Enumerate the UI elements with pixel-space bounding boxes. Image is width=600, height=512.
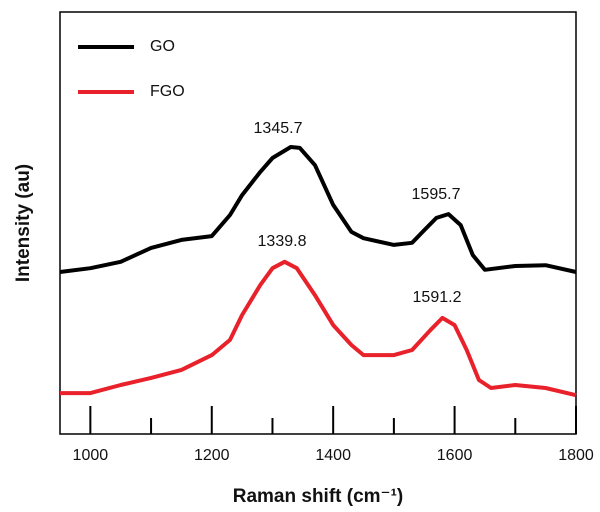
x-tick-label: 1800 — [558, 447, 594, 464]
x-tick-label: 1400 — [315, 447, 351, 464]
y-axis-title: Intensity (au) — [13, 164, 34, 282]
peak-annotation: 1595.7 — [412, 186, 461, 203]
plot-frame — [59, 11, 577, 435]
x-axis-title: Raman shift (cm⁻¹) — [233, 486, 404, 507]
peak-annotation: 1339.8 — [258, 233, 307, 250]
legend-label: GO — [150, 38, 175, 55]
x-tick-label: 1600 — [437, 447, 473, 464]
series-line — [59, 145, 577, 274]
series-line — [60, 259, 577, 398]
x-tick-label: 1000 — [73, 447, 109, 464]
peak-annotation: 1345.7 — [254, 120, 303, 137]
peak-annotation: 1591.2 — [413, 289, 462, 306]
legend-label: FGO — [150, 83, 185, 100]
x-tick-label: 1200 — [194, 447, 230, 464]
